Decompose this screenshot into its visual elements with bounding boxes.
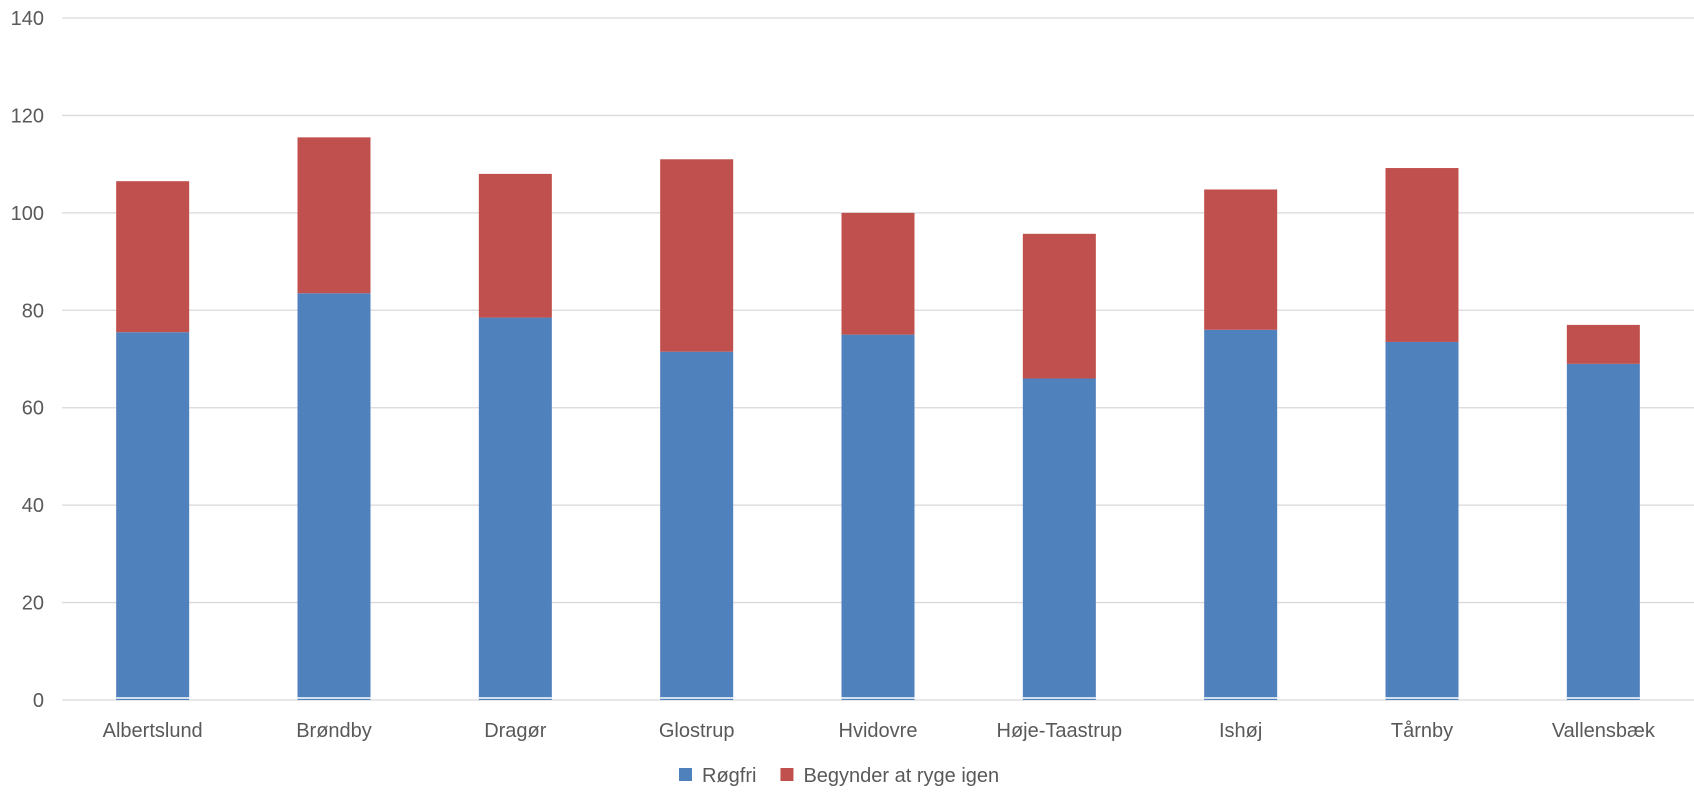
y-tick-label: 60 (22, 398, 44, 420)
y-tick-label: 140 (11, 8, 44, 30)
bar-segment-rogfri (1385, 341, 1459, 700)
x-category-label: Hvidovre (839, 720, 918, 742)
bars (116, 137, 1640, 700)
bar-segment-begynder-at-ryge-igen (1022, 233, 1096, 379)
y-tick-label: 120 (11, 105, 44, 127)
x-category-label: Tårnby (1391, 720, 1453, 742)
x-category-label: Høje-Taastrup (997, 720, 1123, 742)
x-axis-category-labels: Albertslund Brøndby Dragør Glostrup Hvidovre… (103, 720, 1656, 742)
y-tick-label: 80 (22, 300, 44, 322)
bar-segment-rogfri (297, 293, 371, 700)
bar-segment-rogfri (1204, 329, 1278, 700)
legend-label: Røgfri (702, 765, 756, 787)
bar-segment-rogfri (660, 351, 734, 700)
legend: Røgfri Begynder at ryge igen (679, 765, 999, 787)
bar-segment-begynder-at-ryge-igen (841, 212, 915, 335)
bar-segment-rogfri (478, 317, 552, 700)
bar-segment-rogfri (1022, 378, 1096, 700)
y-tick-label: 100 (11, 203, 44, 225)
y-tick-label: 20 (22, 593, 44, 615)
bar-segment-begynder-at-ryge-igen (297, 137, 371, 294)
bar-segment-rogfri (116, 332, 190, 700)
bar-segment-begynder-at-ryge-igen (116, 181, 190, 333)
x-category-label: Albertslund (103, 720, 203, 742)
x-category-label: Dragør (484, 720, 547, 742)
x-category-label: Ishøj (1219, 720, 1262, 742)
bar-segment-begynder-at-ryge-igen (478, 173, 552, 318)
x-category-label: Brøndby (296, 720, 372, 742)
x-category-label: Vallensbæk (1552, 720, 1656, 742)
x-category-label: Glostrup (659, 720, 735, 742)
bar-segment-begynder-at-ryge-igen (660, 159, 734, 352)
bar-segment-begynder-at-ryge-igen (1385, 168, 1459, 342)
legend-swatch (679, 768, 692, 781)
legend-label: Begynder at ryge igen (803, 765, 999, 787)
bar-segment-begynder-at-ryge-igen (1204, 189, 1278, 330)
y-tick-label: 0 (33, 690, 44, 712)
legend-swatch (780, 768, 794, 781)
bar-segment-rogfri (841, 334, 915, 700)
y-axis-tick-labels: 0 20 40 60 80 100 120 140 (11, 8, 44, 712)
bar-segment-begynder-at-ryge-igen (1566, 324, 1640, 364)
y-tick-label: 40 (22, 495, 44, 517)
bar-segment-rogfri (1566, 363, 1640, 700)
